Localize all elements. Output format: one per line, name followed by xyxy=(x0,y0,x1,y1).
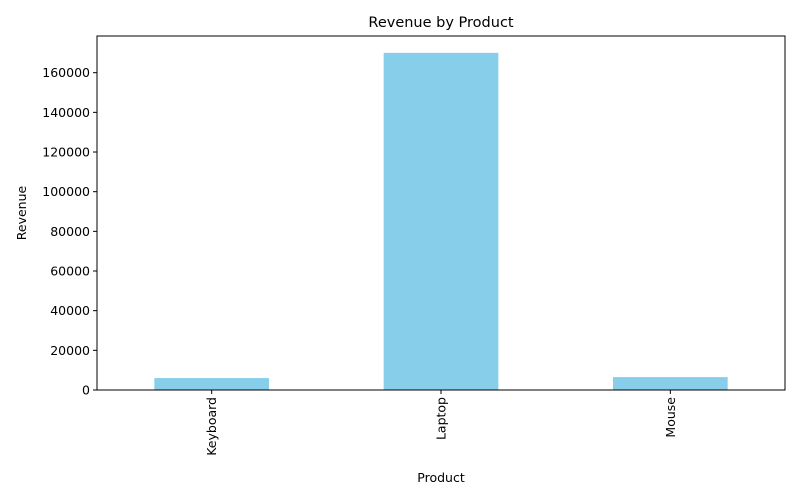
y-tick-label: 0 xyxy=(82,383,90,398)
bar-laptop xyxy=(383,52,499,390)
chart-title: Revenue by Product xyxy=(368,15,514,31)
x-axis-label: Product xyxy=(417,470,465,485)
x-tick-label: Mouse xyxy=(663,397,678,438)
bar-keyboard xyxy=(154,378,269,390)
axes-frame xyxy=(96,35,786,391)
y-tick-label: 80000 xyxy=(50,224,90,239)
x-tick-label: Laptop xyxy=(434,397,449,440)
y-tick-label: 120000 xyxy=(42,145,90,160)
y-tick-label: 160000 xyxy=(42,65,90,80)
plot-area: Keyboard Laptop Mouse 0 20000 40000 60000 80000… xyxy=(42,35,786,456)
y-tick-label: 40000 xyxy=(50,303,90,318)
x-tick-label: Keyboard xyxy=(204,397,219,456)
y-tick-label: 60000 xyxy=(50,264,90,279)
y-tick-label: 140000 xyxy=(42,105,90,120)
y-tick-label: 20000 xyxy=(50,343,90,358)
y-tick-label: 100000 xyxy=(42,184,90,199)
bar-mouse xyxy=(613,377,728,390)
y-axis-label: Revenue xyxy=(14,185,29,240)
